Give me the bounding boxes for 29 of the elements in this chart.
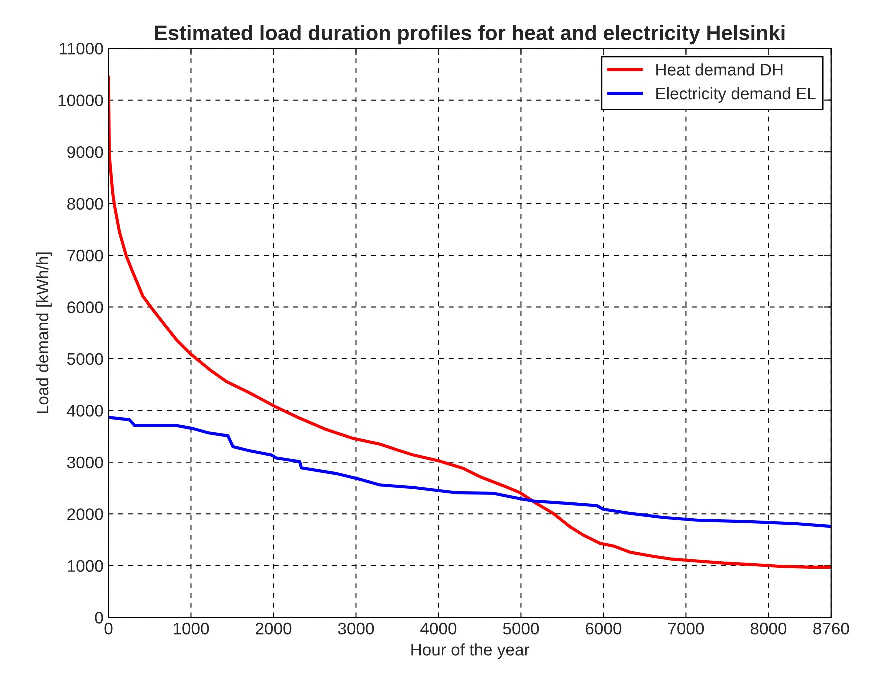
y-tick-label: 2000 — [68, 508, 104, 520]
y-tick-label: 9000 — [68, 146, 104, 158]
y-tick-label: 10000 — [58, 94, 104, 107]
line-series — [108, 416, 832, 528]
x-tick-label: 4000 — [420, 622, 457, 635]
y-tick-label: 7000 — [68, 250, 104, 262]
y-tick-label: 4000 — [67, 405, 104, 417]
x-tick-label: 5000 — [503, 622, 540, 635]
x-tick-label: 6000 — [586, 622, 622, 635]
y-tick-label: 8000 — [68, 198, 104, 210]
x-tick-label: 1000 — [174, 622, 210, 635]
y-tick-label: 1000 — [68, 560, 104, 572]
y-tick-label: 5000 — [67, 353, 104, 366]
x-tick-label: 8760 — [814, 622, 850, 635]
x-tick-label: 3000 — [338, 622, 374, 635]
x-tick-label: 0 — [104, 622, 113, 635]
x-tick-label: 2000 — [256, 622, 292, 635]
y-tick-label: 3000 — [67, 456, 104, 469]
line-series — [108, 76, 832, 569]
y-tick-label: 6000 — [68, 302, 104, 314]
x-axis-title: Hour of the year — [412, 644, 530, 660]
x-tick-label: 8000 — [750, 622, 787, 635]
y-tick-label: 11000 — [60, 43, 104, 55]
legend-label: Electricity demand EL — [656, 87, 816, 104]
legend-label: Heat demand DH — [656, 64, 783, 76]
y-tick-label: 0 — [95, 612, 104, 624]
y-axis-title: Load demand [kWh/h] — [36, 252, 52, 414]
x-tick-label: 7000 — [668, 622, 704, 635]
chart-title: Estimated load duration profiles for heat and electricity Helsinki — [155, 25, 785, 45]
